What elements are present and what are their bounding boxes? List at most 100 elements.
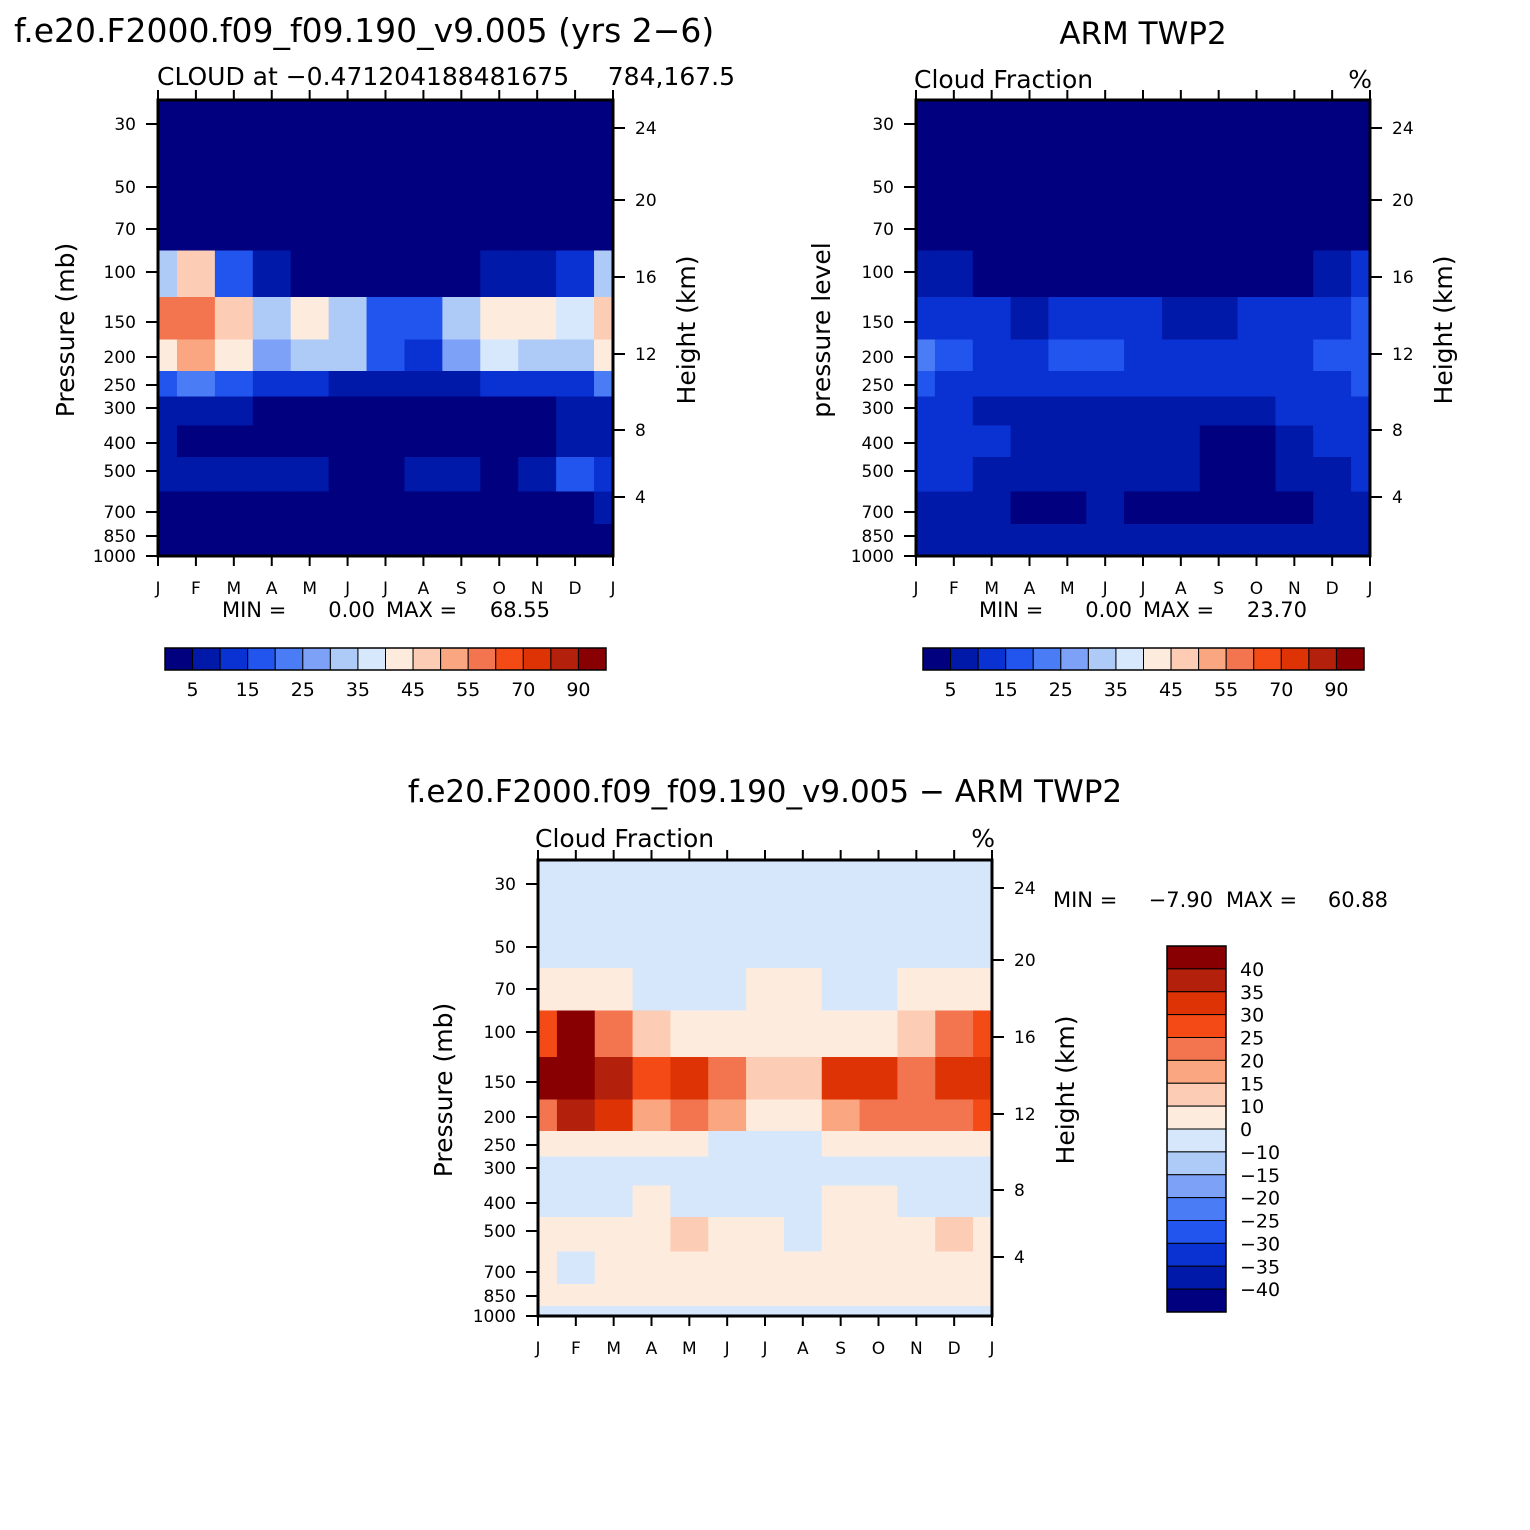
- heatmap-cell: [1275, 457, 1314, 493]
- heatmap-cell: [1161, 425, 1201, 458]
- pressure-tick-label: 50: [872, 178, 894, 198]
- heatmap-cell: [290, 100, 330, 157]
- heatmap-cell: [972, 425, 1012, 458]
- colorbar-label: 90: [1324, 679, 1348, 701]
- heatmap-cell: [404, 396, 443, 427]
- heatmap-cell: [1048, 491, 1087, 525]
- heatmap-cell: [708, 1306, 747, 1317]
- colorbar-swatch: [357, 647, 386, 671]
- heatmap-cell: [1351, 371, 1371, 398]
- heatmap-cell: [480, 524, 519, 547]
- heatmap-cell: [480, 491, 519, 525]
- heatmap-cell: [670, 860, 709, 917]
- colorbar-label: 15: [236, 679, 260, 701]
- pressure-tick-label: 300: [484, 1159, 516, 1179]
- heatmap-cell: [670, 1156, 709, 1187]
- heatmap-cell: [1351, 457, 1371, 493]
- x-tick-label: D: [569, 579, 582, 599]
- heatmap-cell: [935, 1131, 974, 1158]
- x-tick-label: M: [1060, 579, 1075, 599]
- heatmap-cell: [518, 155, 557, 209]
- heatmap-cell: [1086, 155, 1125, 209]
- height-tick-label: 20: [1014, 951, 1036, 971]
- x-tick-label: J: [912, 579, 918, 599]
- heatmap-cell: [1313, 371, 1352, 398]
- heatmap-cell: [594, 155, 614, 209]
- heatmap-cell: [290, 250, 330, 298]
- heatmap-cell: [1161, 100, 1201, 157]
- heatmap-cell: [556, 457, 595, 493]
- heatmap-cell: [1351, 100, 1371, 157]
- heatmap-cell: [1048, 297, 1087, 341]
- heatmap-cell: [366, 425, 406, 458]
- heatmap-cell: [594, 457, 614, 493]
- pressure-tick-label: 30: [872, 115, 894, 135]
- heatmap-cell: [158, 425, 178, 458]
- heatmap-cell: [1010, 297, 1050, 341]
- colorbar-swatch: [577, 647, 607, 671]
- panel-obs-ylabel-right: Height (km): [1429, 256, 1458, 405]
- heatmap-cell: [594, 100, 614, 157]
- colorbar-swatch: [329, 647, 359, 671]
- heatmap-cell: [1199, 457, 1239, 493]
- x-tick-label: M: [984, 579, 999, 599]
- heatmap-cell: [1237, 396, 1277, 427]
- heatmap-cell: [1124, 371, 1163, 398]
- heatmap-cell: [366, 491, 406, 525]
- heatmap-cell: [1010, 208, 1050, 252]
- x-tick-label: J: [1366, 579, 1372, 599]
- heatmap-cell: [158, 491, 178, 525]
- heatmap-cell: [783, 1185, 823, 1218]
- heatmap-cell: [935, 1010, 974, 1058]
- heatmap-cell: [442, 396, 481, 427]
- x-tick-label: J: [344, 579, 350, 599]
- heatmap-cell: [1086, 100, 1125, 157]
- colorbar-label: 15: [1240, 1073, 1264, 1095]
- heatmap-cell: [972, 491, 1012, 525]
- heatmap-cell: [897, 1251, 936, 1285]
- colorbar-swatch: [1166, 1082, 1227, 1107]
- heatmap-cell: [176, 250, 216, 298]
- heatmap-cell: [1313, 208, 1352, 252]
- heatmap-cell: [1275, 208, 1314, 252]
- heatmap-cell: [1275, 491, 1314, 525]
- heatmap-cell: [538, 1131, 558, 1158]
- heatmap-cell: [556, 1010, 596, 1058]
- heatmap-cell: [594, 208, 614, 252]
- heatmap-cell: [897, 968, 936, 1012]
- colorbar-label: 25: [1049, 679, 1073, 701]
- heatmap-cell: [158, 250, 178, 298]
- panel-difference-left-label: Cloud Fraction: [535, 824, 714, 853]
- heatmap-cell: [158, 155, 178, 209]
- x-tick-label: O: [1250, 579, 1263, 599]
- heatmap-cell: [404, 371, 443, 398]
- heatmap-cell: [972, 371, 1012, 398]
- colorbar-swatch: [412, 647, 442, 671]
- heatmap-cell: [821, 1251, 861, 1285]
- pressure-tick-label: 250: [104, 376, 136, 396]
- pressure-tick-label: 400: [484, 1194, 516, 1214]
- panel-difference-ylabel-left: Pressure (mb): [429, 1003, 458, 1177]
- heatmap-cell: [404, 100, 443, 157]
- colorbar-swatch: [1335, 647, 1365, 671]
- x-tick-label: A: [266, 579, 278, 599]
- heatmap-cell: [859, 1156, 899, 1187]
- colorbar-swatch: [164, 647, 194, 671]
- heatmap-cell: [442, 250, 481, 298]
- heatmap-cell: [1237, 155, 1277, 209]
- heatmap-cell: [158, 546, 178, 557]
- heatmap-cell: [934, 457, 974, 493]
- heatmap-cell: [556, 1185, 596, 1218]
- heatmap-cell: [594, 1057, 634, 1101]
- heatmap-cell: [935, 1306, 974, 1317]
- heatmap-cell: [934, 546, 974, 557]
- heatmap-cell: [1124, 250, 1163, 298]
- pressure-tick-label: 700: [862, 503, 894, 523]
- colorbar-label: 55: [1214, 679, 1238, 701]
- heatmap-cell: [556, 425, 595, 458]
- panel-obs: ARM TWP2 Cloud Fraction % J F M A M J J A S O N D J 3…: [807, 16, 1458, 701]
- colorbar-label: 30: [1240, 1005, 1264, 1027]
- heatmap-cell: [632, 1251, 672, 1285]
- heatmap-cell: [1161, 297, 1201, 341]
- pressure-tick-label: 50: [494, 938, 516, 958]
